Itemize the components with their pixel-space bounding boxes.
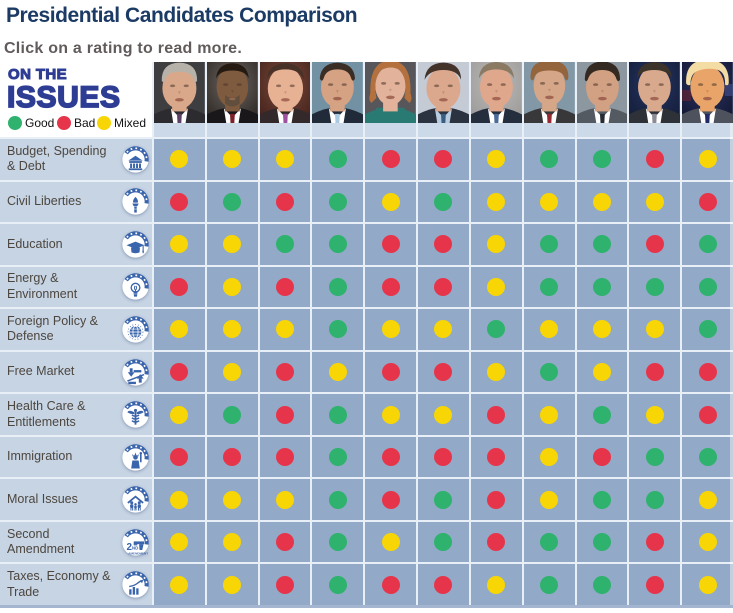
svg-text:2: 2 <box>127 542 133 553</box>
svg-text:ND: ND <box>132 545 139 550</box>
svg-text:AMENDMENT: AMENDMENT <box>128 551 148 555</box>
